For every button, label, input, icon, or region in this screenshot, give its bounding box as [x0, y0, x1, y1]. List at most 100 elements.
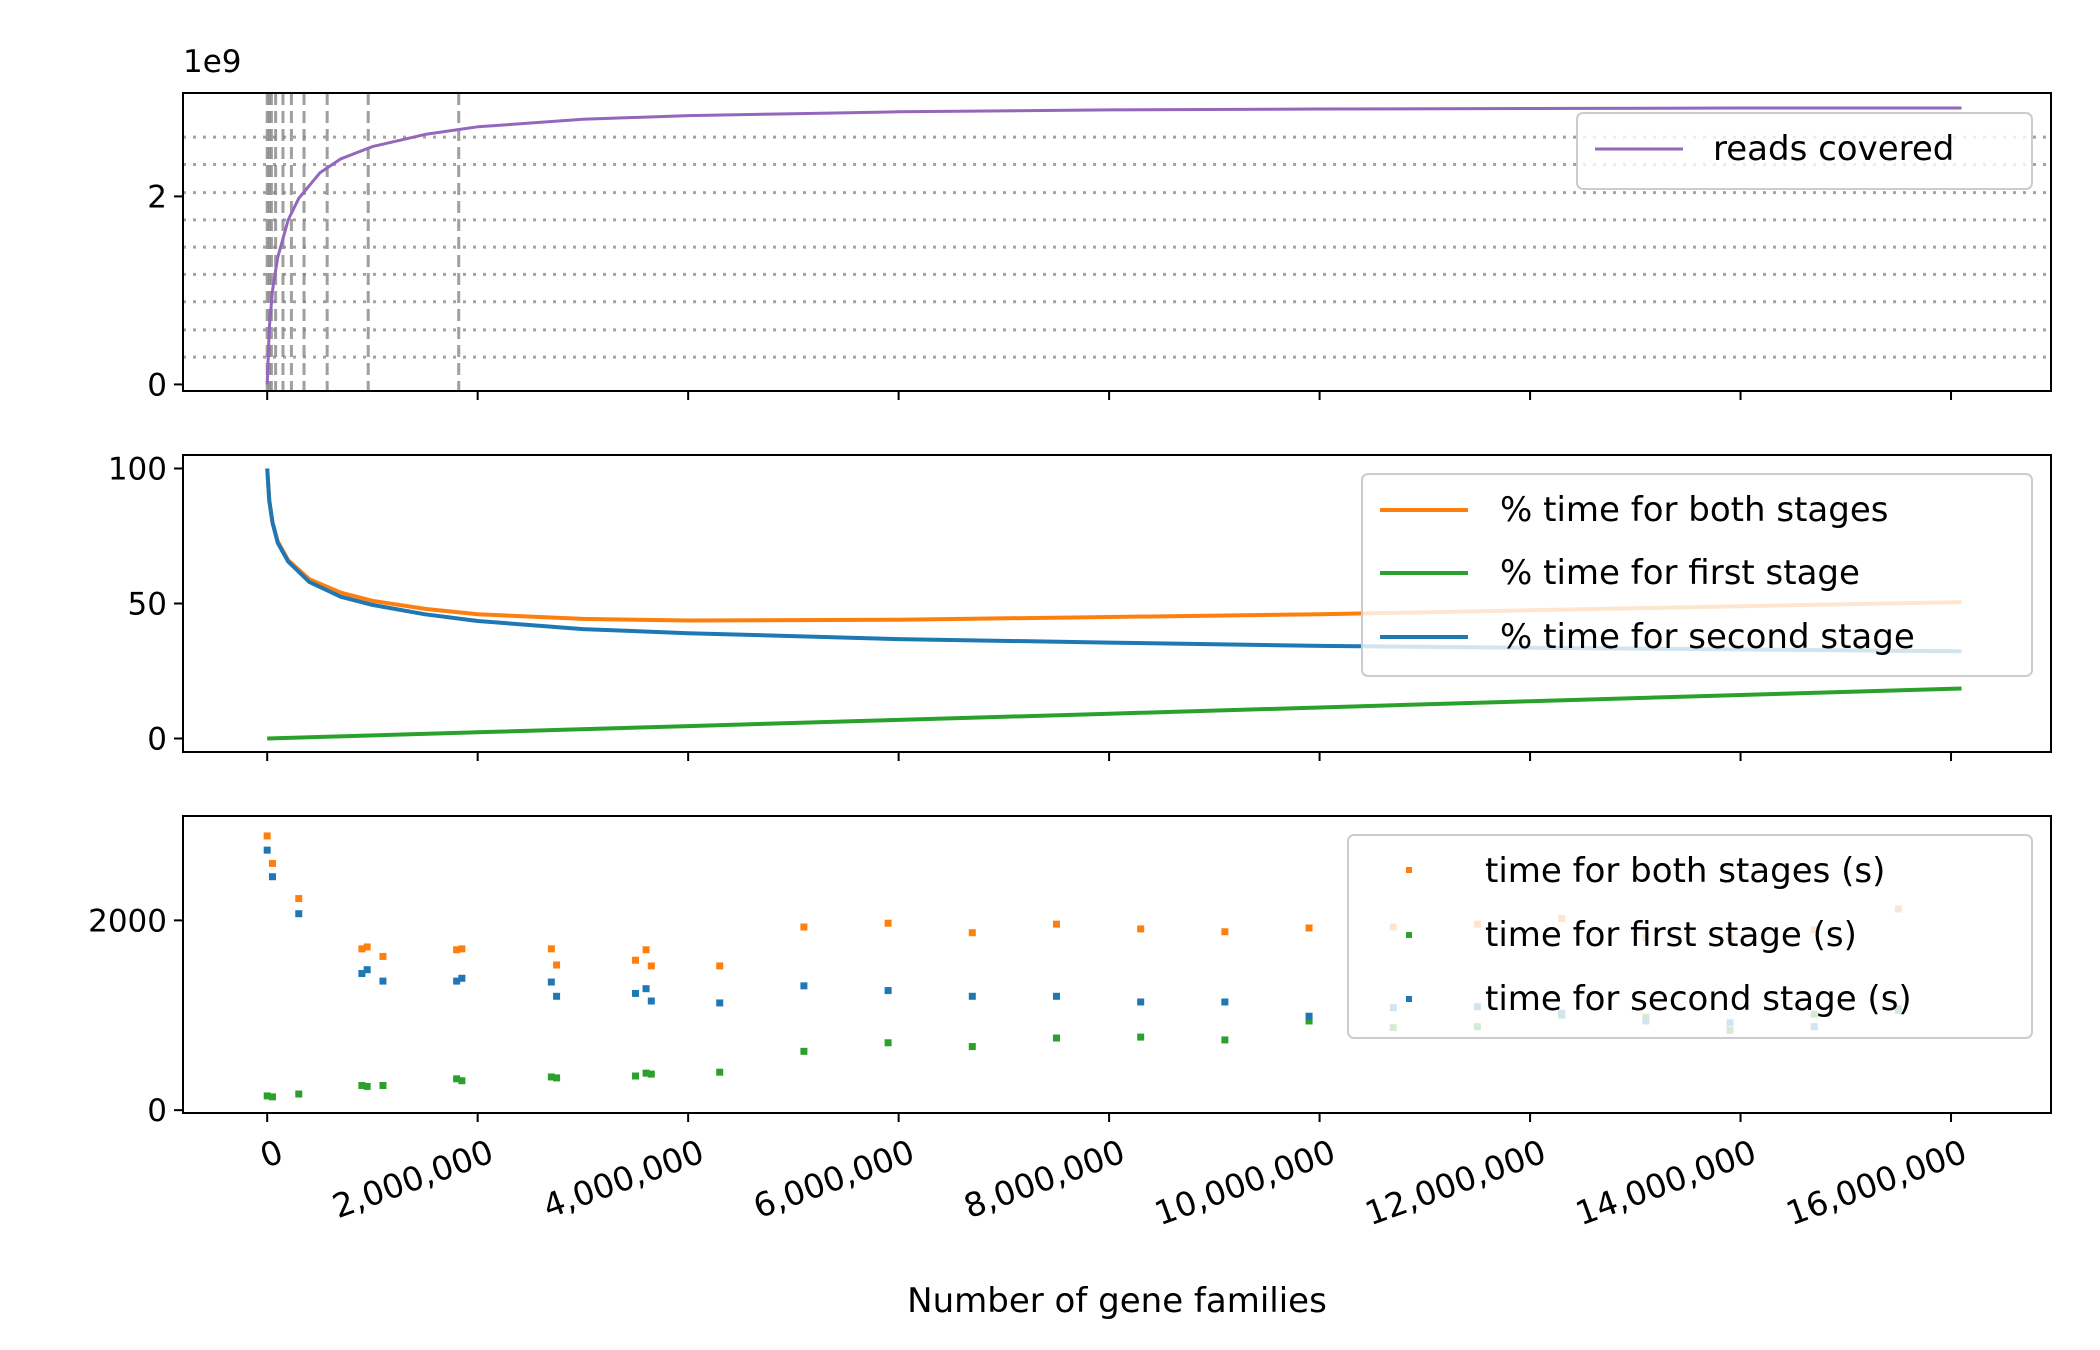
- middle-plot-area: [265, 468, 1962, 741]
- top-y-tick-label-1: 2: [147, 179, 167, 215]
- panel-top: 02 1e9 reads covered: [147, 44, 2052, 403]
- bot-point-s1-3: [358, 1081, 366, 1089]
- bot-point-s1-10: [632, 1072, 640, 1080]
- bot-point-s1-16: [968, 1043, 976, 1051]
- bot-y-tick-label-0: 0: [147, 1093, 167, 1129]
- bot-point-s2-5: [379, 977, 387, 985]
- bot-point-s2-3: [358, 970, 366, 978]
- bottom-legend-label-first: time for first stage (s): [1485, 915, 1857, 955]
- top-series-line-0: [265, 106, 1962, 385]
- bot-point-s1-2: [295, 1090, 303, 1098]
- bot-point-s0-12: [647, 962, 655, 970]
- bot-point-s2-7: [458, 974, 466, 982]
- bot-point-s0-1: [268, 859, 276, 867]
- bot-point-s1-9: [553, 1074, 561, 1082]
- bot-point-s1-5: [379, 1081, 387, 1089]
- mid-series-line-1: [267, 686, 1962, 741]
- bot-point-s2-9: [553, 992, 561, 1000]
- bot-point-s1-8: [547, 1073, 555, 1081]
- middle-x-axis: [266, 752, 1953, 761]
- bottom-x-axis: [266, 1113, 1953, 1122]
- middle-legend-label-first: % time for first stage: [1500, 553, 1860, 593]
- bot-point-s0-11: [642, 946, 650, 954]
- bot-point-s0-13: [716, 962, 724, 970]
- bot-point-s2-10: [632, 989, 640, 997]
- bot-point-s0-5: [379, 952, 387, 960]
- top-plot-area: [265, 106, 1962, 385]
- bot-point-s0-19: [1221, 928, 1229, 936]
- bot-point-s2-15: [884, 987, 892, 995]
- bot-point-s0-16: [968, 929, 976, 937]
- bot-point-s2-1: [268, 873, 276, 881]
- bot-point-s0-3: [358, 945, 366, 953]
- top-y-tick-label-0: 0: [147, 367, 167, 403]
- bot-point-s1-15: [884, 1039, 892, 1047]
- bot-point-s1-7: [458, 1077, 466, 1085]
- top-x-axis: [266, 391, 1953, 400]
- mid-y-tick-label-1: 50: [128, 587, 167, 623]
- bot-point-s2-20: [1305, 1012, 1313, 1020]
- bot-point-s2-4: [363, 966, 371, 974]
- bot-point-s2-14: [800, 982, 808, 990]
- bot-point-s0-15: [884, 919, 892, 927]
- bot-point-s1-17: [1052, 1034, 1060, 1042]
- top-offset-label: 1e9: [183, 44, 242, 80]
- bot-point-s0-0: [263, 832, 271, 840]
- bot-point-s0-7: [458, 945, 466, 953]
- bot-point-s2-16: [968, 992, 976, 1000]
- bot-point-s1-13: [716, 1068, 724, 1076]
- bot-point-s1-11: [642, 1069, 650, 1077]
- bot-point-s1-19: [1221, 1036, 1229, 1044]
- bot-point-s0-4: [363, 943, 371, 951]
- bot-point-s2-12: [647, 997, 655, 1005]
- bot-y-tick-label-1: 2000: [88, 903, 167, 939]
- bot-point-s0-2: [295, 895, 303, 903]
- bot-point-s1-6: [453, 1075, 461, 1083]
- bot-point-s2-19: [1221, 998, 1229, 1006]
- top-legend-box: [1576, 112, 2033, 190]
- bot-point-s1-1: [268, 1093, 276, 1101]
- top-y-axis: 02: [147, 179, 183, 403]
- panel-middle: 0 50 100 % time for both stages % time for…: [108, 452, 2052, 761]
- bot-point-s2-0: [263, 846, 271, 854]
- bot-point-s1-4: [363, 1082, 371, 1090]
- mid-y-tick-label-2: 100: [108, 452, 167, 488]
- top-legend-label-reads-covered: reads covered: [1713, 129, 1954, 169]
- middle-legend-box: [1361, 473, 2033, 677]
- bot-point-s0-9: [553, 961, 561, 969]
- bot-point-s2-11: [642, 985, 650, 993]
- bot-point-s0-18: [1137, 925, 1145, 933]
- bot-point-s2-17: [1052, 992, 1060, 1000]
- mid-series-line-2: [265, 468, 1962, 654]
- mid-y-tick-label-0: 0: [147, 722, 167, 758]
- bot-point-s2-6: [453, 977, 461, 985]
- bot-point-s2-18: [1137, 998, 1145, 1006]
- bottom-y-axis: 0 2000: [88, 903, 183, 1129]
- bot-point-s1-0: [263, 1092, 271, 1100]
- middle-legend-label-both: % time for both stages: [1500, 490, 1888, 530]
- bot-point-s1-12: [647, 1070, 655, 1078]
- middle-legend-label-second: % time for second stage: [1500, 617, 1915, 657]
- top-gridlines: [183, 93, 2051, 391]
- bot-point-s0-6: [453, 946, 461, 954]
- bot-point-s1-20: [1305, 1017, 1313, 1025]
- bot-point-s2-13: [716, 999, 724, 1007]
- bottom-legend-marker-first: [1406, 932, 1412, 938]
- bot-point-s1-18: [1137, 1033, 1145, 1041]
- bot-point-s0-20: [1305, 924, 1313, 932]
- middle-y-axis: 0 50 100: [108, 452, 183, 758]
- bottom-legend-box: [1347, 834, 2033, 1039]
- bot-point-s1-14: [800, 1047, 808, 1055]
- bottom-legend-label-both: time for both stages (s): [1485, 851, 1885, 891]
- bot-point-s0-14: [800, 923, 808, 931]
- bottom-axes-frame: [182, 815, 2052, 1114]
- top-axes-frame: [182, 92, 2052, 392]
- bot-point-s2-8: [547, 978, 555, 986]
- bot-point-s2-2: [295, 910, 303, 918]
- top-legend: reads covered: [1576, 112, 2033, 190]
- bottom-legend-marker-second: [1406, 996, 1412, 1002]
- bottom-legend-label-second: time for second stage (s): [1485, 979, 1912, 1019]
- bot-point-s0-17: [1052, 920, 1060, 928]
- x-axis-label: Number of gene families: [907, 1281, 1327, 1321]
